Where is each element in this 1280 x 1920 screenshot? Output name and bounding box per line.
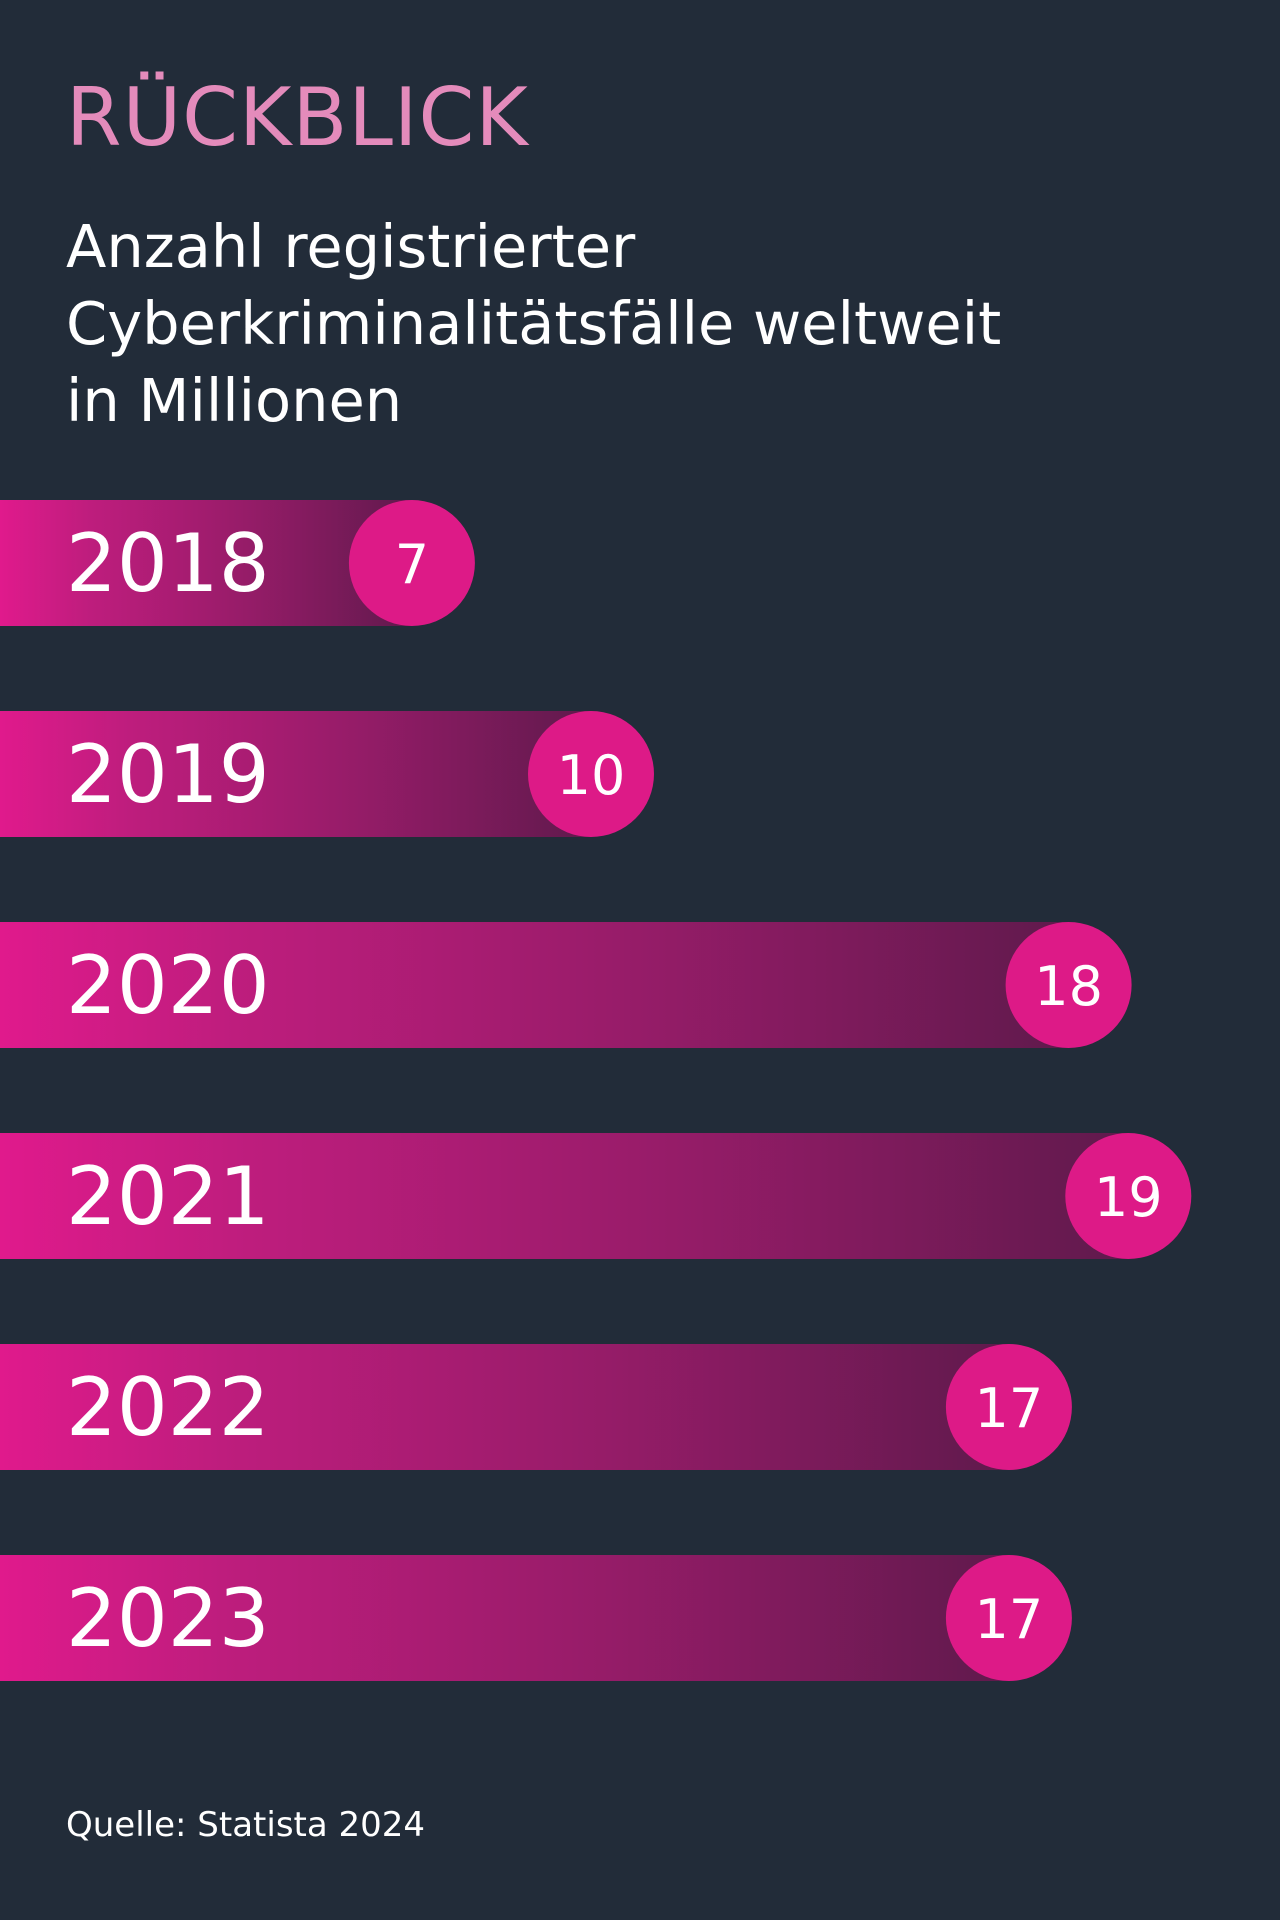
bar-row-2022: 2022 17 <box>0 1344 1072 1470</box>
bar-2019 <box>0 711 591 837</box>
bar-row-2019: 2019 10 <box>0 711 654 837</box>
bar-2020 <box>0 922 1069 1048</box>
value-label: 19 <box>1094 1166 1163 1229</box>
source-note: Quelle: Statista 2024 <box>66 1805 426 1845</box>
value-badge <box>1065 1133 1192 1259</box>
bar-row-2021: 2021 19 <box>0 1133 1192 1259</box>
value-label: 17 <box>975 1588 1044 1651</box>
value-badge <box>1005 922 1132 1048</box>
category-label: 2023 <box>66 1572 270 1665</box>
value-badge <box>348 500 475 626</box>
value-badge <box>945 1344 1072 1470</box>
bar-row-2023: 2023 17 <box>0 1555 1072 1681</box>
bar-row-2020: 2020 18 <box>0 922 1132 1048</box>
category-label: 2018 <box>66 517 270 610</box>
value-label: 7 <box>395 533 429 596</box>
category-label: 2019 <box>66 728 270 821</box>
chart-kicker: RÜCKBLICK <box>66 71 529 164</box>
category-label: 2021 <box>66 1150 270 1243</box>
bar-row-2018: 2018 7 <box>0 500 475 626</box>
chart-subtitle: Anzahl registrierter Cyberkriminalitätsf… <box>66 212 1002 435</box>
bar-2018 <box>0 500 412 626</box>
category-label: 2020 <box>66 939 270 1032</box>
category-label: 2022 <box>66 1361 270 1454</box>
bar-2021 <box>0 1133 1129 1259</box>
value-label: 10 <box>557 744 626 807</box>
bar-2023 <box>0 1555 1009 1681</box>
bar-2022 <box>0 1344 1009 1470</box>
value-label: 18 <box>1034 955 1103 1018</box>
value-badge <box>945 1555 1072 1681</box>
value-badge <box>528 711 654 837</box>
value-label: 17 <box>975 1377 1044 1440</box>
